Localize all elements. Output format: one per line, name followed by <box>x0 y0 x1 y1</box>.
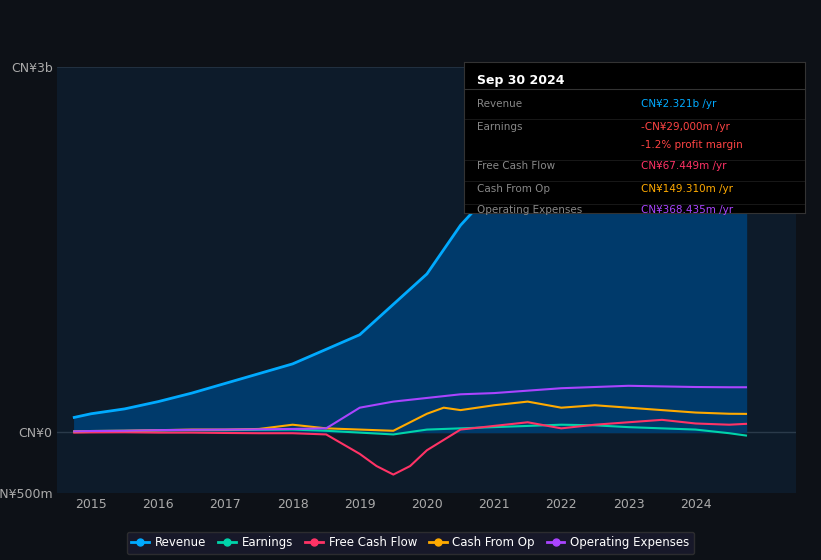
Text: -1.2% profit margin: -1.2% profit margin <box>641 140 743 150</box>
Text: Operating Expenses: Operating Expenses <box>478 206 583 215</box>
Text: CN¥67.449m /yr: CN¥67.449m /yr <box>641 161 727 171</box>
Legend: Revenue, Earnings, Free Cash Flow, Cash From Op, Operating Expenses: Revenue, Earnings, Free Cash Flow, Cash … <box>126 531 695 554</box>
Text: Earnings: Earnings <box>478 122 523 132</box>
Text: -CN¥29,000m /yr: -CN¥29,000m /yr <box>641 122 730 132</box>
Text: Sep 30 2024: Sep 30 2024 <box>478 74 565 87</box>
Text: CN¥149.310m /yr: CN¥149.310m /yr <box>641 184 733 194</box>
Text: Cash From Op: Cash From Op <box>478 184 551 194</box>
Text: Free Cash Flow: Free Cash Flow <box>478 161 556 171</box>
Text: Revenue: Revenue <box>478 100 523 109</box>
Text: CN¥2.321b /yr: CN¥2.321b /yr <box>641 100 717 109</box>
Text: CN¥368.435m /yr: CN¥368.435m /yr <box>641 206 733 215</box>
